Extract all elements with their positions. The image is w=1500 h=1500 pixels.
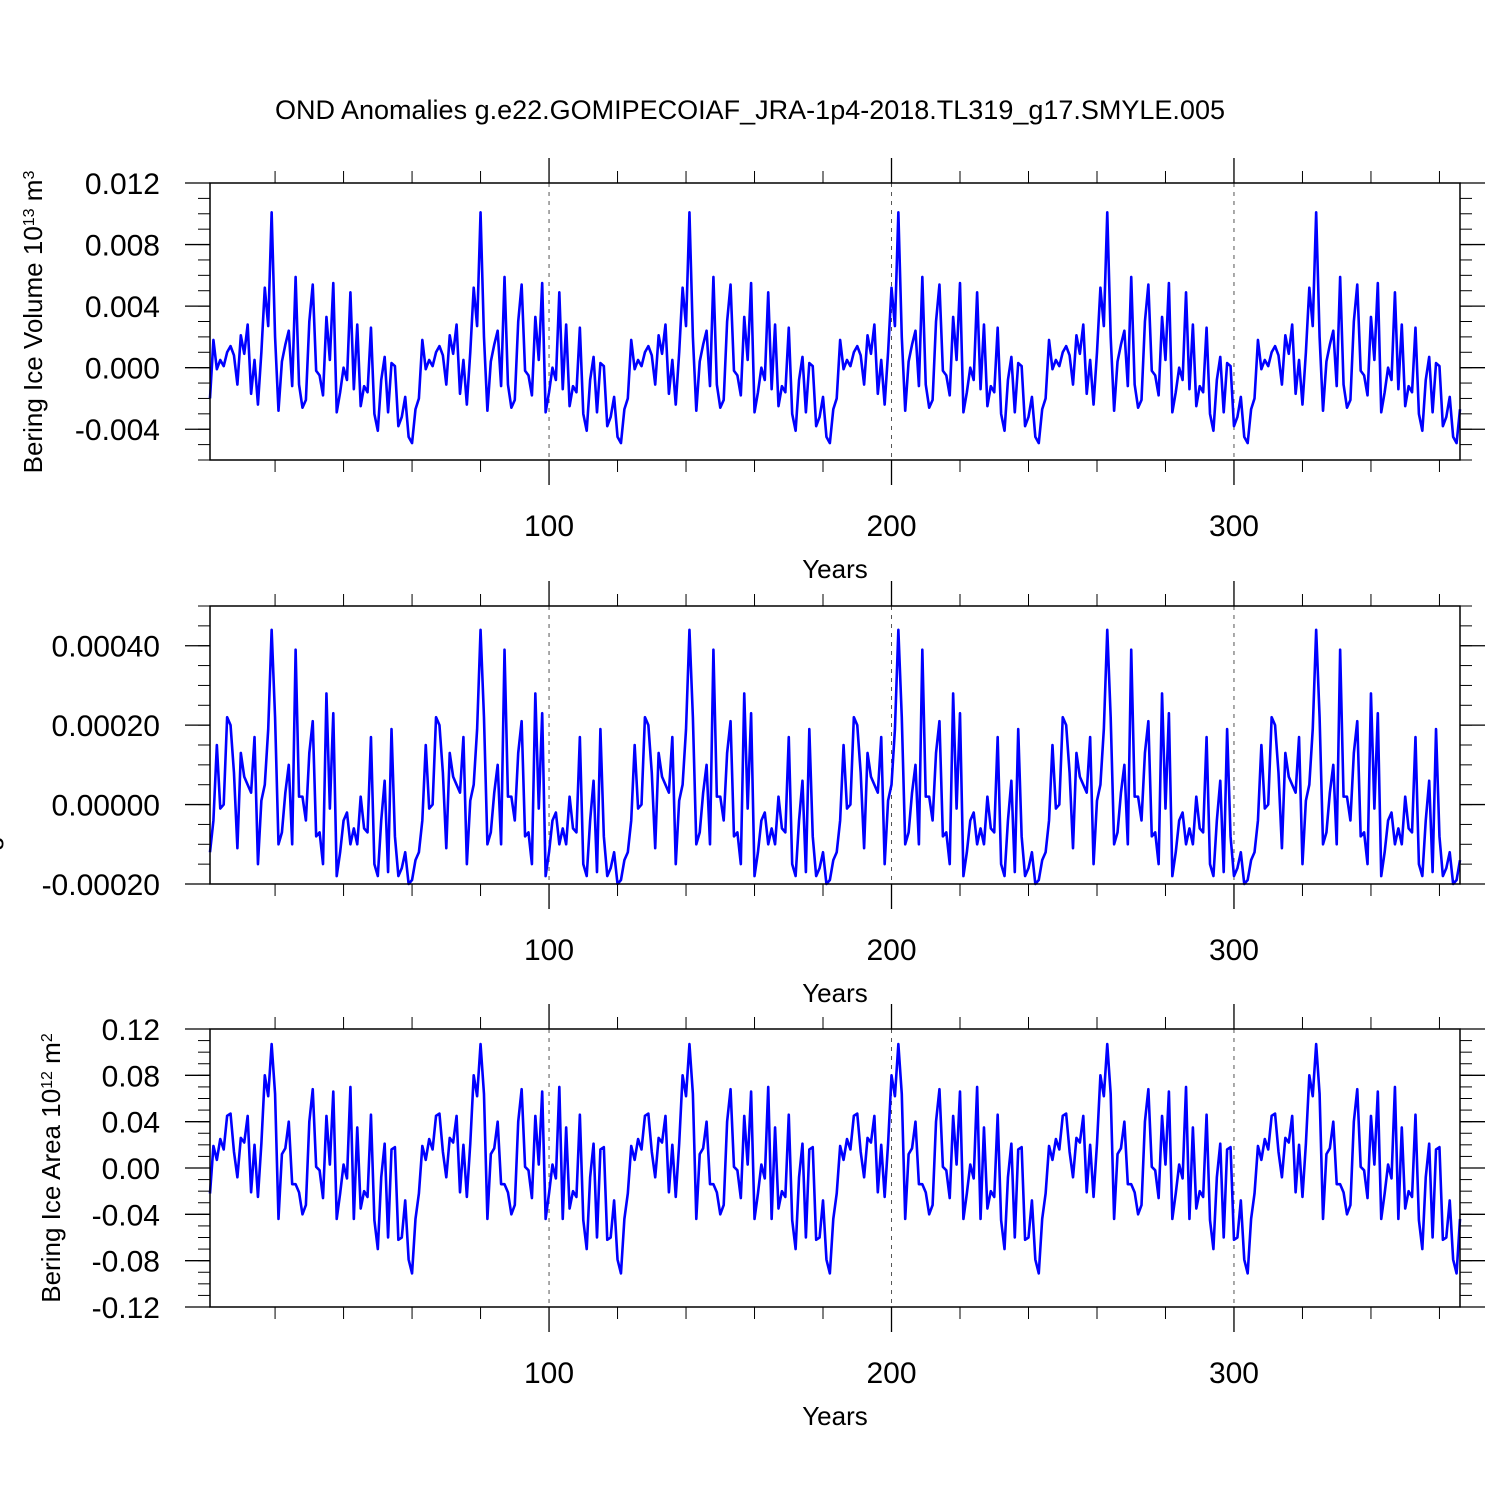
chart-panel-2: -0.00020 0.00000 0.00020 0.00040 100 200 300 Ye…: [0, 578, 1485, 1008]
x-axis-label: Years: [802, 1401, 868, 1431]
y-axis-label: Bering Ice Volume 1013 m3: [18, 171, 48, 474]
y-tick-label: 0.004: [85, 291, 160, 324]
plot-frame: [209, 605, 1461, 885]
y-tick-label: 0.00: [102, 1153, 160, 1186]
y-tick-label: -0.00020: [42, 869, 160, 902]
y-tick-label: 0.00000: [52, 790, 160, 823]
y-axis-label: Bering Snow Volume 1013 m3: [0, 578, 4, 911]
y-tick-label: -0.08: [92, 1246, 160, 1279]
plot-frame: [209, 1028, 1461, 1308]
x-axis-label: Years: [802, 554, 868, 584]
x-tick-label: 300: [1209, 510, 1259, 543]
y-tick-label: -0.12: [92, 1292, 160, 1325]
x-tick-label: 100: [524, 934, 574, 967]
y-tick-label: -0.04: [92, 1199, 160, 1232]
x-tick-label: 200: [866, 1357, 916, 1390]
x-tick-label: 300: [1209, 1357, 1259, 1390]
y-tick-label: 0.08: [102, 1060, 160, 1093]
data-line: [208, 628, 1462, 886]
chart-panel-3: -0.12 -0.08 -0.04 0.00 0.04 0.08 0.12 100 200 300…: [36, 1004, 1485, 1431]
data-line: [208, 1042, 1462, 1275]
y-tick-label: -0.004: [75, 414, 160, 447]
y-tick-label: 0.12: [102, 1014, 160, 1047]
y-axis-label: Bering Ice Area 1012 m2: [36, 1033, 66, 1303]
x-tick-label: 300: [1209, 934, 1259, 967]
y-tick-label: 0.00040: [52, 631, 160, 664]
data-line: [208, 210, 1462, 445]
chart-panel-1: -0.004 0.000 0.004 0.008 0.012 100 200 300 Years…: [18, 158, 1485, 584]
x-tick-label: 100: [524, 510, 574, 543]
x-tick-label: 200: [866, 934, 916, 967]
y-tick-label: 0.000: [85, 353, 160, 386]
x-axis-label: Years: [802, 978, 868, 1008]
figure-title: OND Anomalies g.e22.GOMIPECOIAF_JRA-1p4-…: [275, 95, 1225, 125]
y-tick-label: 0.00020: [52, 710, 160, 743]
x-tick-label: 100: [524, 1357, 574, 1390]
y-tick-label: 0.04: [102, 1107, 160, 1140]
y-tick-label: 0.012: [85, 168, 160, 201]
y-tick-label: 0.008: [85, 230, 160, 263]
panels: -0.004 0.000 0.004 0.008 0.012 100 200 300 Years…: [0, 158, 1485, 1431]
x-tick-label: 200: [866, 510, 916, 543]
